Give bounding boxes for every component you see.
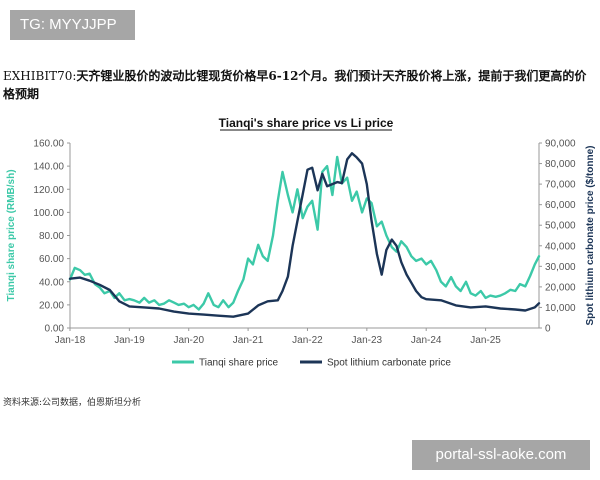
x-tick-label: Jan-23 — [352, 335, 383, 346]
source-note: 资料来源:公司数据，伯恩斯坦分析 — [3, 398, 142, 408]
y-right-tick-label: 40,000 — [545, 241, 576, 252]
y-right-tick-label: 60,000 — [545, 200, 576, 211]
chart-legend: Tianqi share price Spot lithium carbonate… — [172, 358, 451, 369]
y-left-tick-label: 140.00 — [33, 162, 64, 173]
x-tick-label: Jan-25 — [470, 335, 501, 346]
y-left-tick-label: 60.00 — [39, 254, 64, 265]
y-right-tick-label: 80,000 — [545, 159, 576, 170]
exhibit-text: 天齐锂业股价的波动比锂现货价格早6-12个月。我们预计天齐股价将上涨，提前于我们… — [3, 69, 587, 101]
watermark-url: portal-ssl-aoke.com — [412, 440, 590, 470]
y-left-tick-label: 20.00 — [39, 300, 64, 311]
y-right-tick-label: 10,000 — [545, 303, 576, 314]
x-tick-label: Jan-18 — [55, 335, 86, 346]
x-tick-label: Jan-20 — [173, 335, 204, 346]
y-right-tick-label: 90,000 — [545, 139, 576, 150]
y-right-tick-label: 30,000 — [545, 262, 576, 273]
series-line-lithium-carbonate-price — [68, 152, 541, 318]
y-left-tick-label: 160.00 — [33, 139, 64, 150]
y-left-tick-label: 40.00 — [39, 277, 64, 288]
y-left-tick-label: 0.00 — [45, 324, 65, 335]
exhibit-caption: EXHIBIT70:天齐锂业股价的波动比锂现货价格早6-12个月。我们预计天齐股… — [3, 67, 595, 103]
y-right-tick-label: 50,000 — [545, 221, 576, 232]
y-left-tick-label: 100.00 — [33, 208, 64, 219]
legend-item-lithium-label: Spot lithium carbonate price — [327, 358, 451, 369]
legend-item-tianqi-label: Tianqi share price — [199, 358, 279, 369]
y-right-tick-label: 70,000 — [545, 180, 576, 191]
chart-axes: 0.00 20.00 40.00 60.00 80.00 100.00 120.00 140.… — [6, 139, 596, 347]
y-right-axis-label: Spot lithium carbonate price ($/tonne) — [585, 145, 596, 325]
watermark-tag-top: TG: MYYJJPP — [10, 10, 135, 40]
x-tick-label: Jan-24 — [411, 335, 442, 346]
y-left-axis-label: Tianqi share price (RMB/sh) — [6, 169, 17, 301]
y-right-tick-label: 20,000 — [545, 282, 576, 293]
chart-title: Tianqi's share price vs Li price — [219, 116, 394, 130]
y-right-tick-label: 0 — [545, 324, 551, 335]
series-line-tianqi-share-price — [68, 155, 541, 311]
x-tick-label: Jan-22 — [292, 335, 323, 346]
x-tick-label: Jan-21 — [233, 335, 264, 346]
chart-series — [68, 152, 541, 318]
y-left-tick-label: 80.00 — [39, 231, 64, 242]
y-left-tick-label: 120.00 — [33, 185, 64, 196]
x-tick-label: Jan-19 — [114, 335, 145, 346]
exhibit-prefix: EXHIBIT70: — [3, 69, 77, 83]
